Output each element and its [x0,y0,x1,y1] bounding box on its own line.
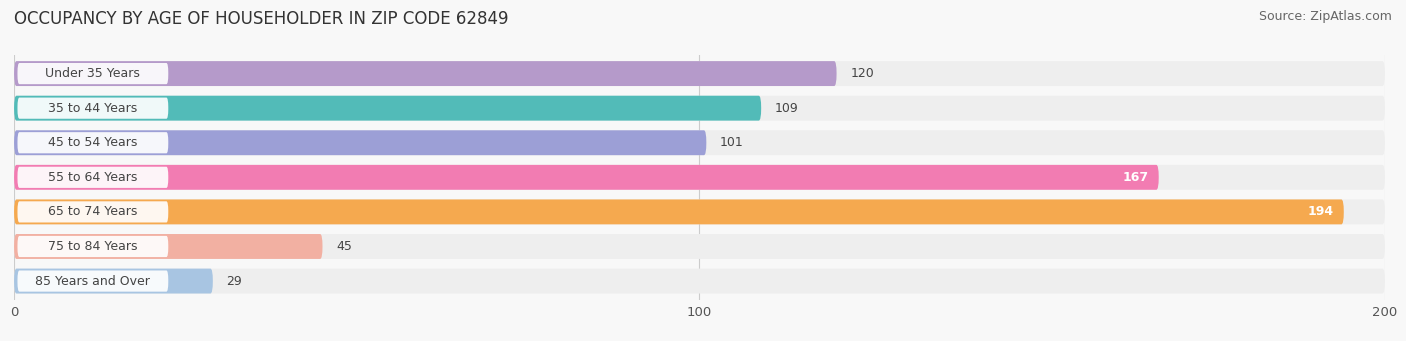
FancyBboxPatch shape [14,96,761,121]
Text: 65 to 74 Years: 65 to 74 Years [48,205,138,218]
FancyBboxPatch shape [14,269,1385,294]
FancyBboxPatch shape [14,269,212,294]
FancyBboxPatch shape [17,201,169,222]
Text: Under 35 Years: Under 35 Years [45,67,141,80]
FancyBboxPatch shape [17,270,169,292]
Text: 194: 194 [1308,205,1333,218]
FancyBboxPatch shape [14,61,837,86]
Text: 55 to 64 Years: 55 to 64 Years [48,171,138,184]
Text: 109: 109 [775,102,799,115]
Text: 29: 29 [226,275,242,287]
FancyBboxPatch shape [17,132,169,153]
FancyBboxPatch shape [14,61,1385,86]
FancyBboxPatch shape [17,63,169,84]
Text: 75 to 84 Years: 75 to 84 Years [48,240,138,253]
Text: 45 to 54 Years: 45 to 54 Years [48,136,138,149]
FancyBboxPatch shape [14,234,322,259]
Text: 35 to 44 Years: 35 to 44 Years [48,102,138,115]
FancyBboxPatch shape [17,167,169,188]
Text: 101: 101 [720,136,744,149]
Text: 120: 120 [851,67,875,80]
FancyBboxPatch shape [14,234,1385,259]
FancyBboxPatch shape [14,130,1385,155]
Text: 45: 45 [336,240,352,253]
Text: OCCUPANCY BY AGE OF HOUSEHOLDER IN ZIP CODE 62849: OCCUPANCY BY AGE OF HOUSEHOLDER IN ZIP C… [14,10,509,28]
FancyBboxPatch shape [14,165,1385,190]
Text: 85 Years and Over: 85 Years and Over [35,275,150,287]
FancyBboxPatch shape [14,165,1159,190]
FancyBboxPatch shape [17,98,169,119]
FancyBboxPatch shape [14,199,1344,224]
FancyBboxPatch shape [14,96,1385,121]
FancyBboxPatch shape [14,130,706,155]
FancyBboxPatch shape [17,236,169,257]
FancyBboxPatch shape [14,199,1385,224]
Text: 167: 167 [1122,171,1149,184]
Text: Source: ZipAtlas.com: Source: ZipAtlas.com [1258,10,1392,23]
